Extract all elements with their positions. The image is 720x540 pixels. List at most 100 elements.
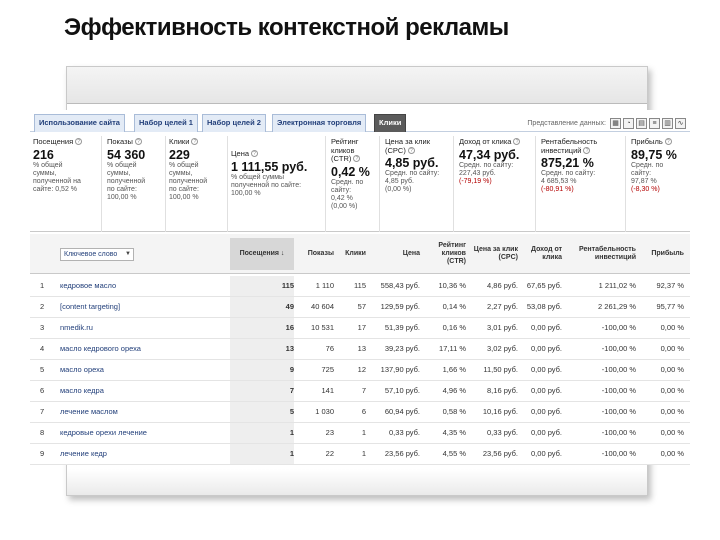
bar-view-icon[interactable]: ▤ xyxy=(636,118,647,129)
sparkline-view-icon[interactable]: ∿ xyxy=(675,118,686,129)
tab-clicks[interactable]: Клики xyxy=(374,114,407,132)
keyword-select-label: Ключевое слово xyxy=(64,251,118,258)
pivot-view-icon[interactable]: ▥ xyxy=(662,118,673,129)
help-icon[interactable]: ? xyxy=(353,155,361,162)
cell-impressions: 725 xyxy=(321,365,334,374)
column-header-cpc[interactable]: Цена за клик (CPC) xyxy=(473,246,518,261)
keyword-link[interactable]: масло кедра xyxy=(60,386,104,395)
cell-visits: 115 xyxy=(230,276,294,296)
metric-value: 47,34 руб. xyxy=(459,147,520,162)
metric-value: 89,75 % xyxy=(631,147,677,162)
cell-impressions: 10 531 xyxy=(311,323,334,332)
view-label: Представление данных: xyxy=(527,120,606,127)
row-index: 4 xyxy=(40,344,45,353)
cell-cpc: 11,50 руб. xyxy=(483,365,518,374)
cell-rpc: 0,00 руб. xyxy=(531,428,562,437)
metric-change: (-8,30 %) xyxy=(631,185,660,193)
table-row: 5 масло ореха 9 725 12 137,90 руб. 1,66 % 11,50… xyxy=(30,360,690,381)
help-icon[interactable]: ? xyxy=(407,146,415,154)
cell-impressions: 141 xyxy=(321,386,334,395)
cell-margin: 92,37 % xyxy=(656,281,684,290)
column-header-impressions[interactable]: Показы xyxy=(307,250,334,257)
cell-impressions: 23 xyxy=(325,428,334,437)
metric-sub: Средн. по сайту: 4,85 руб. xyxy=(385,170,440,185)
help-icon[interactable]: ? xyxy=(134,138,142,145)
table-row: 2 [content targeting] 49 40 604 57 129,59 руб… xyxy=(30,297,690,318)
column-header-visits[interactable]: Посещения ↓ xyxy=(230,238,294,270)
metric-sub: полученной xyxy=(169,177,208,185)
metric-sub: сайту: xyxy=(631,169,652,177)
column-header-clicks[interactable]: Клики xyxy=(345,250,366,257)
cell-impressions: 76 xyxy=(325,344,334,353)
compare-view-icon[interactable]: ≡ xyxy=(649,118,660,129)
table-view-icon[interactable]: ▦ xyxy=(610,118,621,129)
cell-cpc: 3,01 руб. xyxy=(487,323,518,332)
metric-value: 4,85 руб. xyxy=(385,156,439,170)
help-icon[interactable]: ? xyxy=(583,146,591,154)
cell-ctr: 4,96 % xyxy=(442,386,466,395)
cell-visits: 49 xyxy=(230,297,294,317)
help-icon[interactable]: ? xyxy=(75,138,83,145)
metric-sub: Средн. по сайту: xyxy=(459,161,514,169)
metric-sub: полученной по сайте: xyxy=(231,181,302,189)
table-row: 7 лечение маслом 5 1 030 6 60,94 руб. 0,58 % 10… xyxy=(30,402,690,423)
cell-clicks: 7 xyxy=(361,386,366,395)
column-header-cost[interactable]: Цена xyxy=(402,250,420,257)
column-header-rpc[interactable]: Доход от клика xyxy=(531,246,562,261)
cell-cpc: 3,02 руб. xyxy=(487,344,518,353)
chevron-down-icon: ▼ xyxy=(125,251,131,257)
help-icon[interactable]: ? xyxy=(664,138,672,145)
column-header-roi[interactable]: Рентабельность инвестиций xyxy=(579,246,636,261)
column-header-margin[interactable]: Прибыль xyxy=(651,250,684,257)
cell-ctr: 4,35 % xyxy=(442,428,466,437)
cell-impressions: 22 xyxy=(325,449,334,458)
table-row: 9 лечение кедр 1 22 1 23,56 руб. 4,55 % 23,56 р… xyxy=(30,444,690,465)
cell-ctr: 0,58 % xyxy=(442,407,466,416)
metric-value: 875,21 % xyxy=(541,156,594,170)
keyword-link[interactable]: масло ореха xyxy=(60,365,104,374)
cell-rpc: 0,00 руб. xyxy=(531,365,562,374)
cell-margin: 95,77 % xyxy=(656,302,684,311)
row-index: 3 xyxy=(40,323,45,332)
view-icons: ▦ ◔ ▤ ≡ ▥ ∿ xyxy=(610,118,686,129)
keyword-link[interactable]: масло кедрового ореха xyxy=(60,344,141,353)
cell-ctr: 0,14 % xyxy=(442,302,466,311)
pie-view-icon[interactable]: ◔ xyxy=(623,118,634,129)
cell-visits: 1 xyxy=(230,423,294,443)
cell-cost: 23,56 руб. xyxy=(384,449,420,458)
table-row: 8 кедровые орехи лечение 1 23 1 0,33 руб. 4,35… xyxy=(30,423,690,444)
keyword-link[interactable]: лечение кедр xyxy=(60,449,107,458)
tab-site-usage[interactable]: Использование сайта xyxy=(34,114,125,132)
cell-roi: -100,00 % xyxy=(601,323,636,332)
metric-sub: (0,00 %) xyxy=(331,202,358,210)
metric-sub: по сайте: xyxy=(169,185,199,193)
metric-ctr: Рейтинг кликов (CTR)? 0,42 % Средн. по с… xyxy=(328,136,380,232)
cell-roi: -100,00 % xyxy=(601,407,636,416)
row-index: 1 xyxy=(40,281,45,290)
keyword-link[interactable]: кедровое масло xyxy=(60,281,117,290)
tab-goal-set-1[interactable]: Набор целей 1 xyxy=(134,114,198,132)
help-icon[interactable]: ? xyxy=(191,138,199,145)
cell-roi: -100,00 % xyxy=(601,449,636,458)
metric-sub: 100,00 % xyxy=(169,193,199,201)
help-icon[interactable]: ? xyxy=(513,138,521,145)
metric-cpc: Цена за клик (CPC)? 4,85 руб. Средн. по … xyxy=(382,136,454,232)
keyword-link[interactable]: [content targeting] xyxy=(60,302,121,311)
column-header-ctr[interactable]: Рейтинг кликов (CTR) xyxy=(438,242,466,265)
cell-clicks: 13 xyxy=(357,344,366,353)
cell-cpc: 2,27 руб. xyxy=(487,302,518,311)
keyword-link[interactable]: кедровые орехи лечение xyxy=(60,428,147,437)
metric-sub: суммы, xyxy=(33,169,57,177)
keyword-link[interactable]: лечение маслом xyxy=(60,407,118,416)
tab-goal-set-2[interactable]: Набор целей 2 xyxy=(202,114,266,132)
keyword-link[interactable]: nmedik.ru xyxy=(60,323,93,332)
help-icon[interactable]: ? xyxy=(251,150,259,157)
cell-cost: 137,90 руб. xyxy=(380,365,420,374)
cell-clicks: 17 xyxy=(357,323,366,332)
cell-rpc: 0,00 руб. xyxy=(531,449,562,458)
tab-ecommerce[interactable]: Электронная торговля xyxy=(272,114,367,132)
metric-impressions: Показы? 54 360 % общей суммы, полученной… xyxy=(104,136,166,232)
keyword-dimension-select[interactable]: Ключевое слово ▼ xyxy=(60,248,134,261)
metric-sub: % общей xyxy=(169,161,199,169)
metric-title: Рентабельность инвестиций xyxy=(541,137,598,155)
